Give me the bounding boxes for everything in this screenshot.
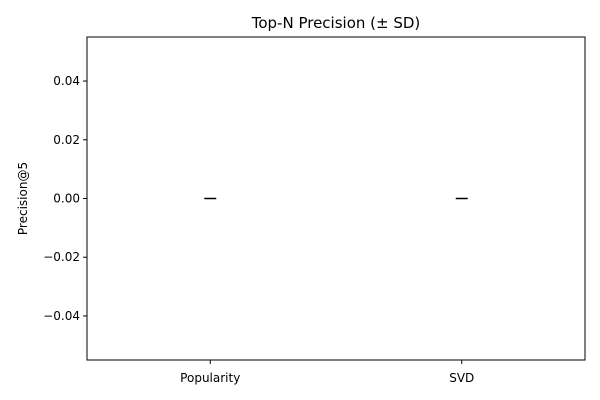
y-tick-label: −0.02 — [43, 250, 80, 264]
y-tick-label: 0.04 — [53, 74, 80, 88]
x-tick-label: SVD — [449, 371, 474, 385]
chart-title: Top-N Precision (± SD) — [251, 14, 421, 32]
x-axis-ticks: Popularity SVD — [180, 360, 474, 385]
y-axis-label: Precision@5 — [16, 162, 30, 235]
y-tick-label: 0.02 — [53, 133, 80, 147]
plot-frame — [86, 36, 586, 361]
y-tick-label: −0.04 — [43, 309, 80, 323]
y-axis-ticks: −0.04 −0.02 0.00 0.02 0.04 — [43, 74, 87, 323]
y-tick-label: 0.00 — [53, 192, 80, 206]
x-tick-label: Popularity — [180, 371, 240, 385]
